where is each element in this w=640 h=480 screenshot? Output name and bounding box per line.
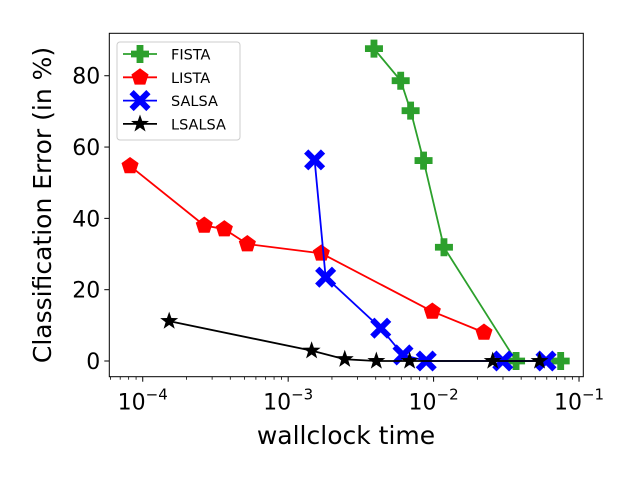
data-point-fista [434, 238, 453, 257]
legend-marker-fista [131, 45, 149, 63]
data-point-fista [414, 151, 433, 170]
y-tick-label: 40 [72, 207, 100, 232]
data-point-lista [195, 216, 213, 233]
legend-item-lista: LISTA [123, 68, 210, 87]
legend-label: SALSA [171, 94, 218, 110]
data-point-salsa [315, 266, 337, 288]
y-tick-label: 80 [72, 65, 100, 90]
data-point-lista [475, 323, 493, 340]
data-point-fista [551, 352, 570, 371]
y-tick-label: 60 [72, 136, 100, 161]
legend-item-fista: FISTA [123, 45, 211, 64]
x-tick-base: 10 [409, 391, 437, 416]
legend-label: FISTA [171, 48, 211, 64]
legend-marker-salsa [129, 90, 151, 112]
x-tick-label: 10−4 [118, 386, 168, 416]
data-point-salsa [370, 317, 392, 339]
legend-label: LSALSA [171, 117, 226, 133]
x-axis: 10−4 10−3 10−2 10−1 [110, 376, 604, 416]
legend-label: LISTA [171, 71, 210, 87]
x-tick-exponent: −3 [291, 386, 313, 404]
data-point-lista [312, 244, 330, 261]
y-axis-label: Classification Error (in %) [28, 47, 57, 363]
data-point-lsalsa [400, 351, 419, 369]
legend-item-lsalsa: LSALSA [123, 114, 226, 133]
y-tick-label: 0 [86, 350, 100, 375]
legend-marker-lsalsa [131, 114, 149, 132]
x-tick-exponent: −1 [582, 386, 604, 404]
x-tick-label: 10−2 [409, 386, 459, 416]
legend-item-salsa: SALSA [123, 90, 218, 112]
x-tick-exponent: −2 [437, 386, 459, 404]
data-point-lista [121, 156, 139, 174]
x-tick-base: 10 [263, 391, 291, 416]
y-axis: 0 20 40 60 80 [72, 65, 110, 375]
x-tick-label: 10−1 [554, 386, 604, 416]
x-axis-label: wallclock time [257, 421, 435, 450]
x-tick-base: 10 [118, 391, 146, 416]
data-point-lista [423, 302, 441, 319]
data-point-lista [238, 235, 256, 252]
legend: FISTA LISTA SALSA LSALSA [116, 41, 241, 141]
y-tick-label: 20 [72, 279, 100, 304]
series-lista [121, 156, 493, 340]
x-tick-exponent: −4 [146, 386, 168, 404]
x-tick-label: 10−3 [263, 386, 313, 416]
data-point-salsa [304, 149, 326, 171]
legend-marker-lista [131, 68, 149, 85]
data-point-fista [364, 39, 383, 58]
data-point-lsalsa [530, 351, 549, 369]
data-point-lista [215, 220, 233, 237]
data-point-lsalsa [302, 341, 321, 359]
legend-box [116, 41, 241, 141]
axes-frame [108, 32, 584, 378]
data-point-lsalsa [335, 349, 354, 367]
data-point-lsalsa [160, 311, 179, 329]
plot-area [121, 39, 570, 372]
data-point-lsalsa [367, 351, 386, 369]
series-lsalsa [160, 311, 549, 369]
data-point-fista [391, 71, 410, 90]
data-point-lsalsa [483, 351, 502, 369]
x-tick-base: 10 [554, 391, 582, 416]
data-point-fista [401, 101, 420, 120]
